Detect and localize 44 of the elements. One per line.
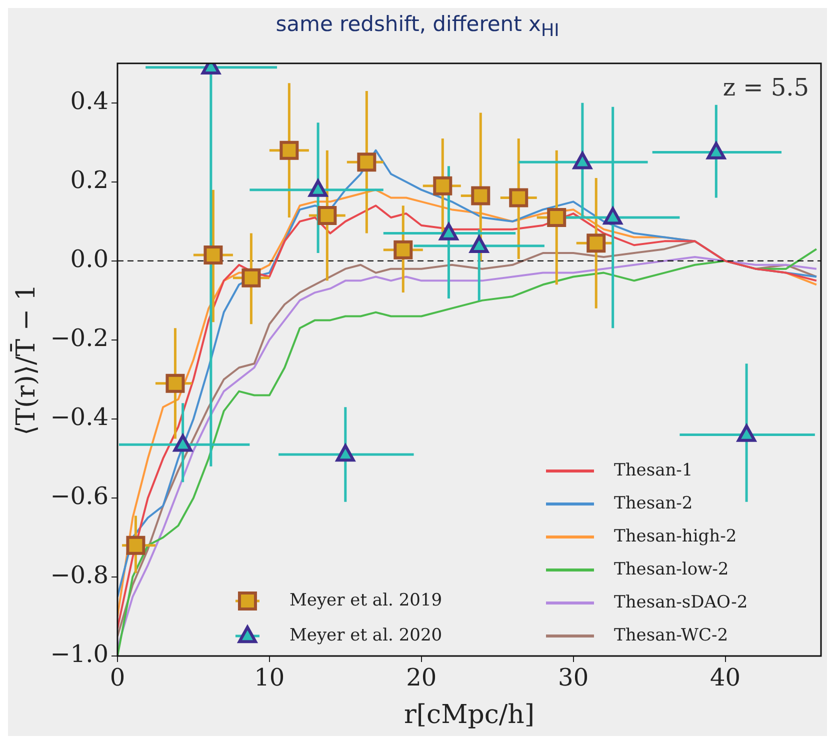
- point: [336, 444, 355, 462]
- legend-label: Thesan-2: [614, 493, 693, 514]
- y-tick-label: −1.0: [50, 640, 108, 668]
- point: [603, 207, 622, 225]
- point: [318, 206, 337, 225]
- x-tick-label: 20: [406, 664, 437, 692]
- x-axis-title: r[cMpc/h]: [404, 700, 535, 730]
- legend-label: Thesan-low-2: [614, 559, 729, 580]
- legend-label: Thesan-sDAO-2: [614, 592, 748, 612]
- legend-label: Meyer et al. 2020: [289, 625, 442, 646]
- point: [439, 222, 458, 240]
- y-axis-title: ⟨T(r)⟩/T̄ − 1: [10, 284, 42, 436]
- point: [433, 176, 452, 196]
- point: [470, 236, 489, 254]
- legend-label: Thesan-1: [614, 460, 693, 480]
- point: [586, 234, 606, 253]
- legend-label: Meyer et al. 2019: [289, 590, 442, 610]
- point: [737, 424, 756, 442]
- annotation: z = 5.5: [722, 74, 809, 102]
- x-tick-label: 0: [110, 664, 126, 692]
- legend-label: Thesan-high-2: [614, 526, 737, 546]
- y-tick-label: 0.4: [70, 87, 108, 116]
- y-tick-label: 0.0: [70, 245, 108, 274]
- point: [471, 186, 490, 206]
- y-tick-label: −0.4: [50, 403, 108, 432]
- legend-label: Thesan-WC-2: [614, 625, 728, 646]
- chart-title: same redshift, different x$_{HI}$: [274, 11, 560, 44]
- x-tick-label: 10: [254, 664, 285, 692]
- y-tick-label: 0.2: [70, 166, 108, 194]
- point: [357, 152, 376, 172]
- y-tick-label: −0.2: [50, 324, 108, 352]
- point: [509, 188, 528, 208]
- y-tick-label: −0.6: [50, 482, 108, 510]
- point: [173, 434, 192, 452]
- point: [547, 208, 566, 227]
- point: [394, 240, 413, 260]
- point: [242, 268, 261, 288]
- point: [204, 246, 223, 265]
- x-tick-label: 40: [710, 664, 741, 692]
- point: [280, 140, 299, 160]
- point: [166, 374, 185, 393]
- x-tick-label: 30: [558, 664, 589, 692]
- y-tick-label: −0.8: [50, 561, 108, 590]
- point: [308, 180, 328, 197]
